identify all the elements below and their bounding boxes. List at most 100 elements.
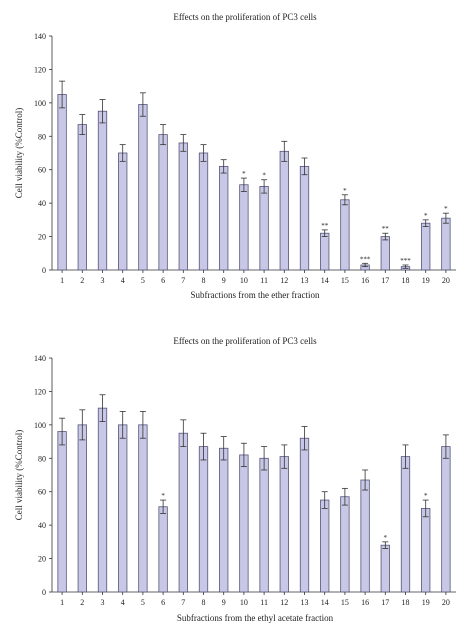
x-tick-label: 1 xyxy=(60,276,64,285)
error-bar xyxy=(402,264,409,269)
chart-title: Effects on the proliferation of PC3 cell… xyxy=(173,12,317,22)
significance-label: * xyxy=(262,172,266,180)
error-bar xyxy=(382,541,389,549)
bar xyxy=(97,407,108,593)
significance-label: * xyxy=(424,212,428,220)
bar xyxy=(198,446,209,593)
error-bar xyxy=(240,442,247,468)
y-tick-label: 40 xyxy=(38,521,46,530)
significance-label: * xyxy=(242,170,246,178)
y-axis-label: Cell viability (%Control) xyxy=(14,108,24,199)
x-tick-label: 17 xyxy=(381,598,389,607)
error-bar xyxy=(160,499,167,514)
bar xyxy=(158,506,168,593)
error-bar xyxy=(321,491,328,509)
bar xyxy=(57,431,67,593)
bar xyxy=(239,184,249,271)
x-tick-label: 9 xyxy=(222,276,226,285)
bar xyxy=(400,456,411,593)
x-tick-label: 2 xyxy=(80,598,84,607)
significance-label: *** xyxy=(360,255,371,263)
error-bar xyxy=(341,194,348,206)
bar xyxy=(360,479,370,593)
x-tick-label: 11 xyxy=(260,276,268,285)
error-bar xyxy=(402,444,409,469)
bar xyxy=(138,424,148,593)
error-bar xyxy=(160,124,167,146)
bar xyxy=(198,152,209,271)
significance-label: * xyxy=(161,492,165,500)
bar xyxy=(219,165,229,271)
y-tick-label: 80 xyxy=(38,132,46,141)
x-tick-label: 11 xyxy=(260,598,268,607)
error-bar xyxy=(321,229,328,237)
y-tick-label: 40 xyxy=(38,199,46,208)
error-bar xyxy=(341,487,348,506)
significance-label: * xyxy=(444,205,448,213)
x-tick-label: 5 xyxy=(141,276,145,285)
bar xyxy=(421,222,431,271)
x-tick-label: 18 xyxy=(402,598,410,607)
x-tick-label: 7 xyxy=(181,276,185,285)
error-bar xyxy=(119,411,126,439)
bar xyxy=(118,152,128,271)
bar xyxy=(118,424,128,593)
bar xyxy=(380,236,390,271)
bar xyxy=(178,142,188,271)
error-bar xyxy=(382,232,389,241)
y-axis-label: Cell viability (%Control) xyxy=(14,430,24,521)
chart-ethyl-acetate-fraction: Effects on the proliferation of PC3 cell… xyxy=(14,336,456,623)
error-bar xyxy=(220,436,227,461)
x-tick-label: 3 xyxy=(101,598,105,607)
significance-label: *** xyxy=(400,257,411,265)
error-bar xyxy=(79,409,86,441)
error-bar xyxy=(422,219,429,227)
error-bar xyxy=(362,262,369,268)
bar xyxy=(97,110,108,271)
bar xyxy=(299,165,310,271)
error-bar xyxy=(200,144,207,162)
x-tick-label: 4 xyxy=(121,276,125,285)
x-tick-label: 16 xyxy=(361,598,369,607)
bar xyxy=(279,456,289,593)
error-bar xyxy=(119,144,126,162)
x-tick-label: 7 xyxy=(181,598,185,607)
y-tick-label: 20 xyxy=(38,233,46,242)
bar xyxy=(340,199,350,271)
x-tick-label: 14 xyxy=(321,276,329,285)
y-tick-label: 140 xyxy=(34,354,46,363)
bar xyxy=(239,454,249,593)
x-tick-label: 1 xyxy=(60,598,64,607)
bar xyxy=(441,446,451,593)
x-tick-label: 17 xyxy=(381,276,389,285)
error-bar xyxy=(301,157,308,176)
error-bar xyxy=(180,134,187,152)
y-tick-label: 80 xyxy=(38,454,46,463)
error-bar xyxy=(422,499,429,518)
significance-label: ** xyxy=(382,225,390,233)
x-tick-label: 10 xyxy=(240,598,248,607)
x-tick-label: 5 xyxy=(141,598,145,607)
error-bar xyxy=(200,432,207,461)
x-tick-label: 19 xyxy=(422,276,430,285)
x-tick-label: 6 xyxy=(161,598,165,607)
x-tick-label: 13 xyxy=(301,598,309,607)
x-tick-label: 8 xyxy=(202,598,206,607)
bar xyxy=(421,508,431,593)
y-tick-label: 20 xyxy=(38,555,46,564)
bar xyxy=(259,186,269,271)
x-axis-label: Subfractions from the ethyl acetate frac… xyxy=(177,613,334,623)
x-tick-label: 16 xyxy=(361,276,369,285)
y-tick-label: 0 xyxy=(42,266,46,275)
y-tick-label: 60 xyxy=(38,166,46,175)
y-tick-label: 0 xyxy=(42,588,46,597)
bar xyxy=(380,544,390,593)
bar xyxy=(279,150,289,271)
x-tick-label: 4 xyxy=(121,598,125,607)
x-tick-label: 14 xyxy=(321,598,329,607)
y-tick-label: 60 xyxy=(38,488,46,497)
bar xyxy=(219,447,229,593)
y-tick-label: 100 xyxy=(34,421,46,430)
